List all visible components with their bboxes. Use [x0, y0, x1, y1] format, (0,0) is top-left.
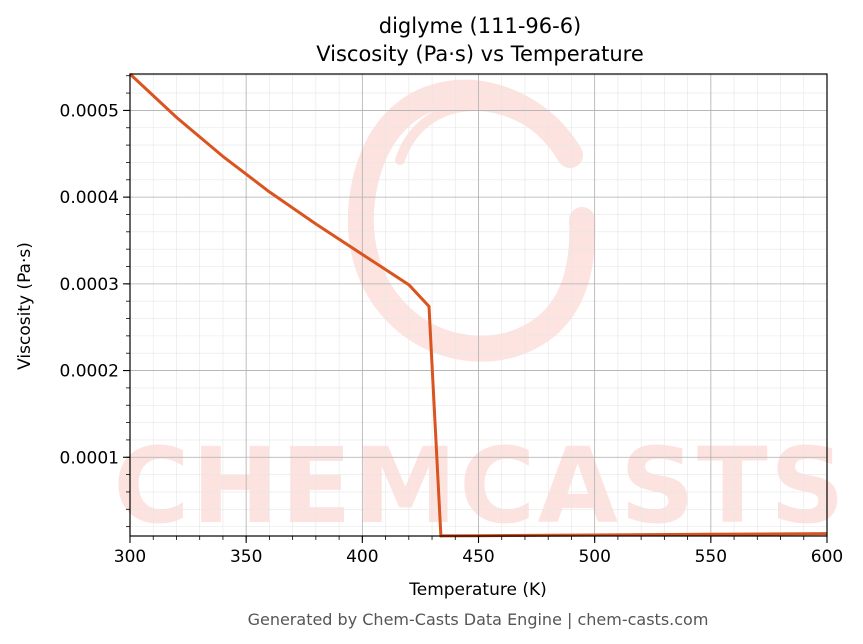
x-tick-label: 350	[230, 547, 262, 567]
x-tick-label: 600	[811, 547, 843, 567]
x-axis: 300 350 400 450 500 550 600	[114, 536, 843, 567]
y-tick-label: 0.0003	[60, 275, 119, 295]
chart-subtitle: Viscosity (Pa·s) vs Temperature	[316, 42, 644, 66]
series-line	[128, 72, 828, 538]
watermark-logo	[347, 79, 596, 362]
x-axis-label: Temperature (K)	[408, 580, 547, 600]
y-tick-label: 0.0002	[60, 362, 119, 382]
y-tick-label: 0.0001	[60, 448, 119, 468]
y-axis-label: Viscosity (Pa·s)	[15, 242, 35, 370]
chart-title: diglyme (111-96-6)	[379, 14, 582, 38]
footer-credit: Generated by Chem-Casts Data Engine | ch…	[248, 610, 709, 629]
x-tick-label: 300	[114, 547, 146, 567]
watermark: CHEMCASTS	[113, 79, 846, 547]
series-layer	[128, 72, 828, 538]
watermark-text: CHEMCASTS	[113, 425, 846, 547]
y-tick-label: 0.0004	[60, 188, 119, 208]
x-tick-label: 550	[695, 547, 727, 567]
x-tick-label: 450	[462, 547, 494, 567]
y-axis: 0.0001 0.0002 0.0003 0.0004 0.0005	[60, 75, 130, 528]
x-tick-label: 400	[346, 547, 378, 567]
y-tick-label: 0.0005	[60, 101, 119, 121]
x-tick-label: 500	[578, 547, 610, 567]
